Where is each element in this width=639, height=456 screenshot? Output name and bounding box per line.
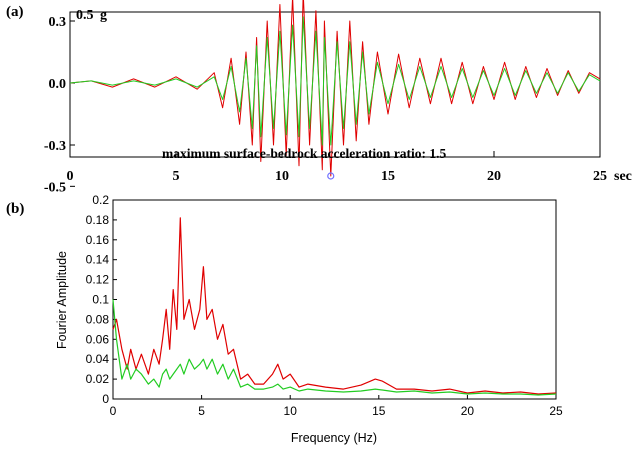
panel-a-series-line-2 (69, 16, 601, 146)
panel-b-x-tick-label: 5 (198, 404, 205, 418)
panel-a-y-tick-label: -0.3 (44, 139, 66, 154)
panel-b-y-tick-label: 0 (102, 392, 109, 406)
panel-b-x-tick-label: 25 (549, 404, 563, 418)
panel-a-frame (69, 11, 601, 158)
panel-a-series (69, 0, 601, 180)
panel-b-x-tick-label: 20 (461, 404, 475, 418)
panel-a-series-line-1 (69, 0, 601, 177)
panel-b-y-tick-label: 0.02 (86, 372, 110, 386)
panel-a-x-tick-label: 15 (381, 169, 395, 184)
panel-a-x-tick-label: 0 (67, 169, 74, 184)
panel-a-x-tick-label: 5 (173, 169, 180, 184)
panel-a-annotation: maximum surface-bedrock acceleration rat… (162, 146, 447, 161)
panel-b-x-tick-label: 15 (372, 404, 386, 418)
panel-a-x-tick-label: 25 (593, 169, 607, 184)
panel-a-y-tick-label-top: 0.5 (76, 8, 94, 23)
panel-b-series-line-1 (112, 217, 557, 395)
panel-a-x-tick-label: 10 (275, 169, 289, 184)
panel-b-x-tick-label: 10 (284, 404, 298, 418)
panel-a-y-ticks: 0.3 0.0 -0.3 -0.5 (44, 15, 75, 195)
panel-a-chart: (a) 0.5 g 0.3 0.0 -0.3 -0.5 0 5 10 15 20 25 maxi… (6, 0, 632, 195)
panel-b-y-tick-label: 0.18 (86, 213, 110, 227)
panel-a-x-tick-label: 20 (487, 169, 501, 184)
panel-b-label: (b) (6, 201, 24, 217)
panel-a-x-unit-label: sec (614, 169, 632, 184)
panel-b-y-tick-label: 0.08 (86, 312, 110, 326)
panel-a-y-tick-label: 0.0 (49, 77, 67, 92)
panel-a-x-ticks: 0 5 10 15 20 25 (67, 151, 607, 184)
panel-a-y-tick-label: -0.5 (44, 180, 66, 195)
panel-b-y-ticks: 0 0.02 0.04 0.06 0.08 0.1 0.12 0.14 0.16 0.18 0.2 (86, 193, 117, 406)
panel-b-y-tick-label: 0.16 (86, 233, 110, 247)
panel-b-y-tick-label: 0.1 (92, 293, 109, 307)
panel-a-y-unit-label: g (100, 8, 107, 23)
panel-b-y-tick-label: 0.06 (86, 332, 110, 346)
panel-a-y-tick-label: 0.3 (49, 15, 67, 30)
panel-b-y-tick-label: 0.04 (86, 352, 110, 366)
panel-a-peak-marker (327, 172, 335, 180)
panel-b-chart: (b) 0 0.02 0.04 0.06 0.08 0.1 0.12 0.14 0.16 0.18… (6, 193, 563, 445)
panel-b-x-tick-label: 0 (110, 404, 117, 418)
panel-b-series-line-2 (112, 299, 557, 396)
panel-b-x-axis-title: Frequency (Hz) (291, 431, 377, 445)
panel-b-y-tick-label: 0.2 (92, 193, 109, 207)
panel-b-series (112, 217, 557, 396)
panel-b-y-axis-title: Fourier Amplitude (55, 251, 69, 349)
panel-b-y-tick-label: 0.12 (86, 273, 110, 287)
panel-b-x-ticks: 0 5 10 15 20 25 (110, 395, 563, 418)
panel-b-y-tick-label: 0.14 (86, 253, 110, 267)
panel-a-label: (a) (6, 4, 24, 20)
